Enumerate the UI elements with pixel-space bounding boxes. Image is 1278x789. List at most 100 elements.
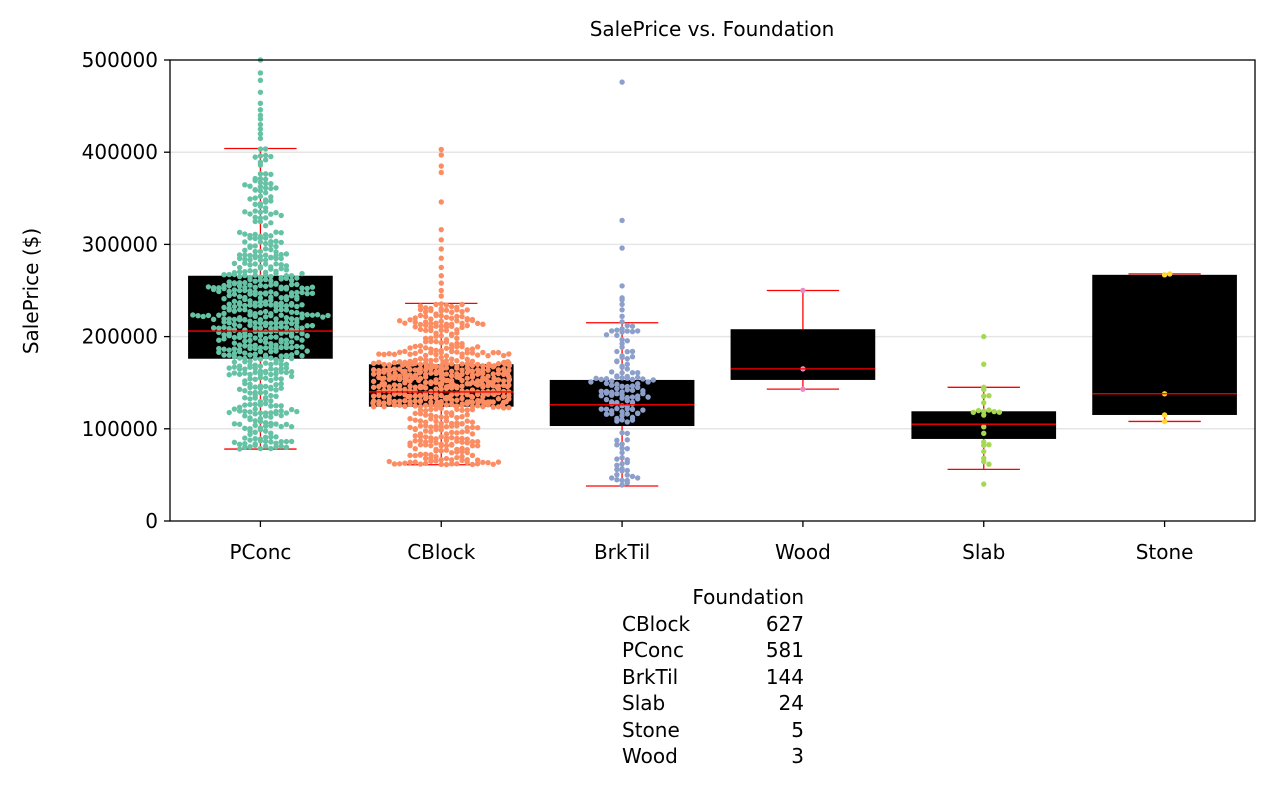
swarm-point bbox=[448, 368, 455, 374]
swarm-point bbox=[268, 194, 274, 200]
swarm-point bbox=[417, 326, 424, 333]
swarm-point bbox=[379, 380, 385, 387]
swarm-point bbox=[448, 435, 455, 441]
swarm-point bbox=[236, 371, 243, 377]
swarm-point bbox=[486, 361, 492, 367]
value-counts-label: Stone bbox=[622, 717, 680, 742]
swarm-point bbox=[454, 365, 460, 371]
swarm-point bbox=[391, 366, 398, 372]
swarm-point bbox=[624, 361, 630, 367]
swarm-point bbox=[262, 283, 269, 289]
swarm-point bbox=[268, 361, 274, 368]
swarm-point bbox=[482, 376, 489, 382]
x-tick-label: BrkTil bbox=[594, 540, 650, 564]
swarm-point bbox=[438, 246, 444, 252]
swarm-point bbox=[299, 285, 305, 291]
swarm-point bbox=[619, 353, 625, 359]
swarm-point bbox=[440, 359, 446, 365]
swarm-point bbox=[257, 107, 264, 113]
swarm-point bbox=[506, 351, 512, 357]
swarm-point bbox=[210, 325, 217, 331]
swarm-point bbox=[273, 366, 279, 373]
swarm-point bbox=[970, 409, 977, 416]
swarm-point bbox=[257, 248, 264, 255]
swarm-point bbox=[257, 310, 264, 316]
swarm-point bbox=[278, 423, 284, 430]
swarm-point bbox=[459, 457, 465, 463]
swarm-point bbox=[422, 374, 429, 380]
swarm-point bbox=[242, 260, 248, 266]
swarm-point bbox=[262, 395, 269, 401]
swarm-point bbox=[459, 320, 465, 327]
swarm-point bbox=[236, 349, 243, 355]
swarm-point bbox=[268, 403, 274, 409]
swarm-point bbox=[294, 275, 300, 281]
swarm-point bbox=[469, 431, 476, 437]
swarm-point bbox=[459, 354, 465, 360]
swarm-point bbox=[417, 361, 424, 367]
swarm-point bbox=[603, 388, 610, 395]
swarm-point bbox=[624, 355, 630, 362]
swarm-point bbox=[464, 307, 470, 313]
swarm-point bbox=[506, 392, 512, 399]
swarm-point bbox=[438, 255, 444, 261]
swarm-point bbox=[423, 364, 430, 370]
swarm-point bbox=[257, 146, 264, 152]
swarm-point bbox=[422, 352, 429, 359]
swarm-point bbox=[262, 235, 269, 241]
swarm-point bbox=[422, 322, 429, 328]
swarm-point bbox=[454, 449, 460, 455]
swarm-point bbox=[477, 398, 483, 404]
swarm-point bbox=[412, 438, 418, 444]
swarm-point bbox=[252, 154, 258, 160]
swarm-point bbox=[299, 325, 305, 331]
swarm-point bbox=[438, 347, 444, 354]
swarm-point bbox=[257, 179, 264, 186]
swarm-point bbox=[257, 398, 264, 405]
swarm-point bbox=[294, 335, 300, 341]
swarm-point bbox=[278, 443, 284, 449]
swarm-point bbox=[433, 338, 439, 345]
swarm-point bbox=[495, 386, 502, 392]
swarm-point bbox=[262, 314, 269, 320]
swarm-point bbox=[391, 375, 398, 382]
swarm-point bbox=[231, 298, 238, 305]
swarm-point bbox=[294, 349, 300, 356]
value-counts-label: BrkTil bbox=[622, 664, 679, 689]
swarm-point bbox=[438, 273, 444, 279]
swarm-point bbox=[221, 332, 227, 338]
swarm-point bbox=[273, 316, 279, 322]
swarm-point bbox=[252, 235, 258, 242]
swarm-point bbox=[257, 344, 264, 351]
swarm-point bbox=[443, 314, 450, 320]
swarm-point bbox=[231, 406, 238, 412]
swarm-point bbox=[1161, 418, 1168, 425]
swarm-point bbox=[252, 351, 258, 357]
swarm-point bbox=[257, 112, 264, 119]
swarm-point bbox=[619, 344, 625, 350]
swarm-point bbox=[278, 381, 284, 387]
swarm-point bbox=[469, 362, 476, 369]
swarm-point bbox=[608, 328, 615, 334]
swarm-point bbox=[433, 446, 439, 453]
swarm-point bbox=[376, 370, 382, 376]
swarm-point bbox=[459, 439, 465, 445]
swarm-point bbox=[417, 348, 424, 354]
swarm-point bbox=[216, 285, 222, 291]
swarm-point bbox=[614, 390, 620, 397]
swarm-point bbox=[247, 302, 253, 308]
y-tick-label: 400000 bbox=[82, 140, 158, 164]
swarm-point bbox=[273, 375, 279, 382]
swarm-point bbox=[619, 217, 625, 224]
swarm-point bbox=[619, 383, 625, 390]
swarm-point bbox=[231, 280, 238, 286]
swarm-point bbox=[396, 382, 403, 389]
swarm-point bbox=[402, 398, 408, 404]
swarm-point bbox=[221, 271, 227, 278]
swarm-point bbox=[288, 293, 295, 299]
swarm-point bbox=[221, 310, 227, 317]
swarm-point bbox=[412, 384, 418, 390]
swarm-point bbox=[448, 450, 455, 456]
swarm-point bbox=[981, 424, 987, 430]
swarm-point bbox=[396, 349, 403, 356]
